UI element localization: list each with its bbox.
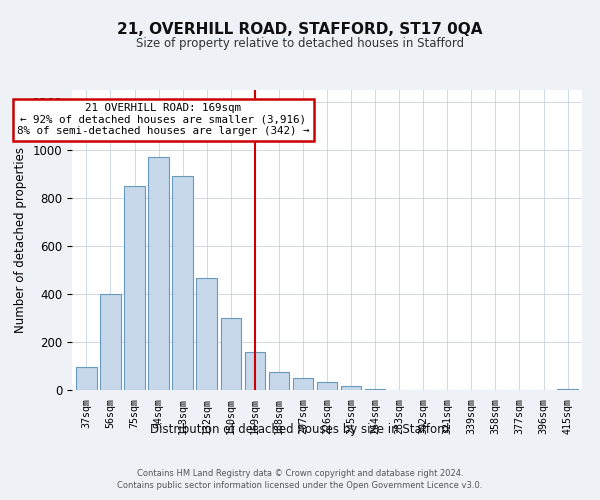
Text: Contains public sector information licensed under the Open Government Licence v3: Contains public sector information licen…: [118, 481, 482, 490]
Bar: [557, 389, 578, 390]
Text: 21 OVERHILL ROAD: 169sqm
← 92% of detached houses are smaller (3,916)
8% of semi: 21 OVERHILL ROAD: 169sqm ← 92% of detach…: [17, 103, 310, 136]
Bar: [269, 372, 289, 390]
Bar: [196, 278, 217, 390]
Bar: [100, 294, 121, 390]
Bar: [317, 382, 337, 390]
Text: 21, OVERHILL ROAD, STAFFORD, ST17 0QA: 21, OVERHILL ROAD, STAFFORD, ST17 0QA: [117, 22, 483, 38]
Bar: [148, 157, 169, 390]
Bar: [245, 352, 265, 390]
Bar: [221, 318, 241, 390]
Bar: [124, 186, 145, 390]
Text: Distribution of detached houses by size in Stafford: Distribution of detached houses by size …: [151, 422, 449, 436]
Bar: [76, 367, 97, 390]
Text: Size of property relative to detached houses in Stafford: Size of property relative to detached ho…: [136, 38, 464, 51]
Bar: [293, 378, 313, 390]
Bar: [341, 386, 361, 390]
Bar: [365, 389, 385, 390]
Text: Contains HM Land Registry data © Crown copyright and database right 2024.: Contains HM Land Registry data © Crown c…: [137, 468, 463, 477]
Bar: [172, 176, 193, 390]
Y-axis label: Number of detached properties: Number of detached properties: [14, 147, 27, 333]
